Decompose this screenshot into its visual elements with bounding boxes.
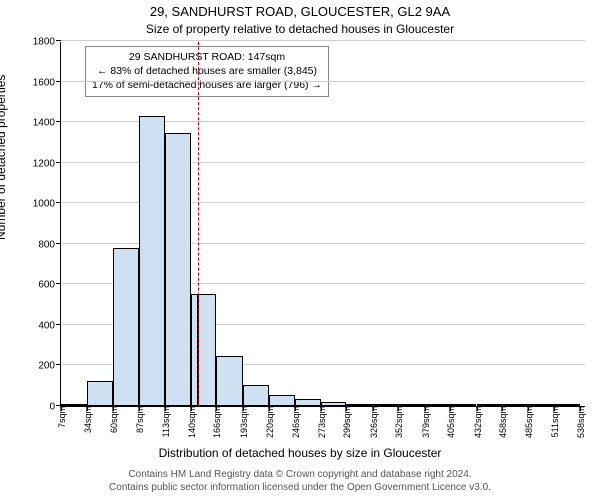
x-tick-label: 193sqm [239, 406, 249, 438]
x-tick-label: 246sqm [291, 406, 301, 438]
histogram-bar [113, 248, 139, 406]
y-tick [56, 162, 61, 163]
x-tick-label: 34sqm [83, 406, 93, 433]
y-gridline [61, 40, 585, 41]
x-tick-label: 379sqm [421, 406, 431, 438]
histogram-bar [243, 385, 269, 406]
x-tick-label: 405sqm [446, 406, 456, 438]
x-tick-label: 299sqm [342, 406, 352, 438]
histogram-bar [198, 294, 217, 406]
histogram-bar [87, 381, 112, 406]
x-tick-label: 485sqm [524, 406, 534, 438]
y-tick [56, 40, 61, 41]
x-tick-label: 7sqm [57, 406, 67, 428]
y-tick-label: 1000 [33, 199, 55, 210]
y-axis-label: Number of detached properties [0, 75, 8, 240]
y-tick-label: 1800 [33, 37, 55, 48]
y-tick [56, 324, 61, 325]
x-tick-label: 87sqm [135, 406, 145, 433]
histogram-bar [139, 116, 164, 406]
x-tick-label: 140sqm [187, 406, 197, 438]
y-tick [56, 202, 61, 203]
y-tick-label: 600 [38, 280, 55, 291]
x-tick-label: 538sqm [576, 406, 586, 438]
y-tick [56, 364, 61, 365]
annotation-line-2: ← 83% of detached houses are smaller (3,… [92, 64, 322, 78]
y-tick-label: 1400 [33, 118, 55, 129]
x-tick-label: 60sqm [109, 406, 119, 433]
annotation-box: 29 SANDHURST ROAD: 147sqm ← 83% of detac… [85, 46, 329, 97]
x-tick-label: 511sqm [550, 406, 560, 437]
annotation-line-1: 29 SANDHURST ROAD: 147sqm [92, 50, 322, 64]
y-tick [56, 81, 61, 82]
x-tick-label: 220sqm [265, 406, 275, 438]
x-axis-label: Distribution of detached houses by size … [0, 446, 600, 460]
histogram-bar [165, 133, 191, 406]
chart-container: 29, SANDHURST ROAD, GLOUCESTER, GL2 9AA … [0, 0, 600, 500]
y-tick-label: 800 [38, 239, 55, 250]
x-tick-label: 352sqm [394, 406, 404, 438]
y-tick-label: 0 [49, 402, 55, 413]
x-tick-label: 273sqm [317, 406, 327, 438]
x-tick-label: 326sqm [369, 406, 379, 438]
histogram-bar [295, 399, 321, 406]
reference-line [198, 42, 199, 406]
footer-attribution: Contains HM Land Registry data © Crown c… [0, 468, 600, 494]
page-title: 29, SANDHURST ROAD, GLOUCESTER, GL2 9AA [0, 4, 600, 19]
x-tick-label: 432sqm [473, 406, 483, 438]
x-tick-label: 113sqm [161, 406, 171, 437]
x-tick-label: 458sqm [498, 406, 508, 438]
histogram-bar [269, 395, 294, 406]
histogram-bar [216, 356, 242, 406]
page-subtitle: Size of property relative to detached ho… [0, 22, 600, 36]
y-gridline [61, 81, 585, 82]
y-tick-label: 1200 [33, 158, 55, 169]
histogram-bar [191, 294, 198, 406]
plot-area: 29 SANDHURST ROAD: 147sqm ← 83% of detac… [60, 42, 585, 407]
y-tick [56, 243, 61, 244]
footer-line-1: Contains HM Land Registry data © Crown c… [0, 468, 600, 481]
y-tick-label: 400 [38, 320, 55, 331]
y-tick [56, 121, 61, 122]
footer-line-2: Contains public sector information licen… [0, 481, 600, 494]
y-tick [56, 283, 61, 284]
y-tick-label: 200 [38, 361, 55, 372]
x-tick-label: 166sqm [212, 406, 222, 438]
y-tick-label: 1600 [33, 77, 55, 88]
